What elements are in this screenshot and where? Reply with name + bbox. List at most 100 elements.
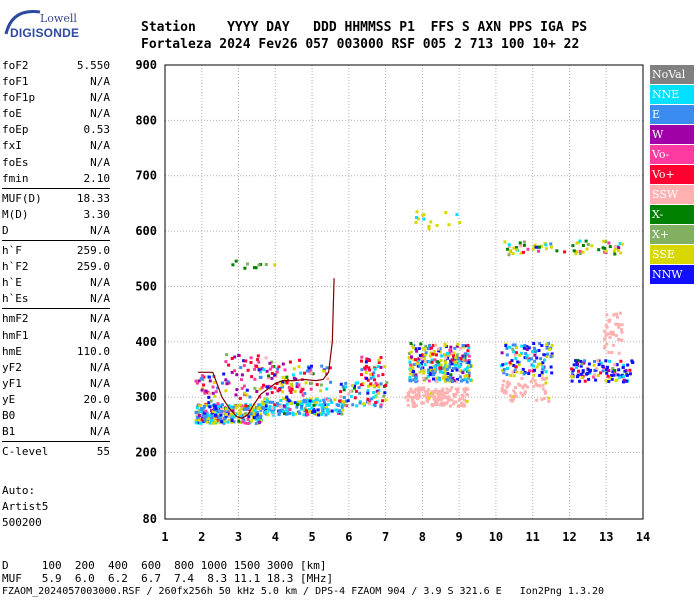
echo-point <box>515 370 519 374</box>
param-row: B0 N/A <box>2 408 110 424</box>
echo-point <box>583 379 587 383</box>
echo-point <box>206 417 210 421</box>
echo-point <box>579 359 583 363</box>
echo-point <box>307 366 311 370</box>
echo-point <box>620 242 624 246</box>
echo-point <box>297 383 301 387</box>
echo-point <box>255 414 259 418</box>
echo-point <box>533 359 537 363</box>
echo-point <box>214 419 218 423</box>
param-label: foF1 <box>2 75 29 89</box>
echo-point <box>275 370 279 374</box>
echo-point <box>342 396 346 399</box>
echo-point <box>413 390 417 393</box>
echo-point <box>501 383 505 387</box>
echo-point <box>613 371 617 374</box>
echo-point <box>590 244 594 248</box>
echo-point <box>242 418 246 422</box>
echo-point <box>409 379 413 383</box>
echo-point <box>446 351 449 355</box>
echo-point <box>282 404 286 408</box>
echo-point <box>508 382 512 386</box>
echo-point <box>604 249 608 253</box>
echo-point <box>270 391 274 395</box>
echo-point <box>602 239 606 243</box>
echo-point <box>374 381 378 385</box>
echo-point <box>216 408 220 412</box>
echo-point <box>340 405 344 409</box>
echo-point <box>549 355 553 359</box>
echo-point <box>467 371 471 375</box>
echo-point <box>370 372 374 376</box>
profile-trace <box>198 278 335 419</box>
echo-point <box>448 375 452 379</box>
echo-point <box>444 375 448 379</box>
echo-point <box>280 383 284 387</box>
echo-point <box>426 360 430 363</box>
echo-point <box>607 332 611 336</box>
echo-point <box>312 399 316 403</box>
echo-point <box>617 351 621 355</box>
echo-point <box>580 376 584 379</box>
echo-point <box>264 263 268 266</box>
param-label: h`F <box>2 244 22 258</box>
echo-point <box>250 375 254 379</box>
echo-point <box>325 366 329 370</box>
param-row: D N/A <box>2 223 110 239</box>
x-tick-label: 14 <box>636 530 650 544</box>
chart-grid <box>165 65 643 519</box>
echo-point <box>608 376 612 380</box>
echo-point <box>295 385 299 388</box>
auto-label: Auto: <box>2 484 36 497</box>
echo-point <box>603 329 607 333</box>
echo-point <box>613 252 617 256</box>
echo-point <box>628 372 632 376</box>
echo-point <box>308 399 312 403</box>
echo-point <box>611 370 615 374</box>
echo-point <box>537 349 541 352</box>
echo-point <box>436 398 440 401</box>
echo-point <box>213 417 217 421</box>
echo-point <box>355 389 358 393</box>
echo-point <box>258 375 262 379</box>
echo-point <box>512 364 516 367</box>
echo-point <box>533 346 536 350</box>
echo-point <box>229 407 233 411</box>
echo-point <box>461 404 465 408</box>
echo-point <box>360 373 363 377</box>
echo-point <box>252 416 256 419</box>
echo-point <box>410 398 414 402</box>
echo-point <box>418 354 422 357</box>
echo-point <box>429 394 433 398</box>
y-tick-label: 400 <box>135 335 157 349</box>
echo-point <box>516 360 520 364</box>
echo-point <box>628 368 632 372</box>
echo-point <box>315 398 319 402</box>
echo-point <box>262 402 265 406</box>
param-label: hmF2 <box>2 312 29 326</box>
echo-point <box>351 403 355 407</box>
echo-point <box>200 377 204 381</box>
echo-point <box>500 368 504 372</box>
echo-point <box>579 364 583 368</box>
echo-point <box>194 419 198 423</box>
echo-point <box>252 412 256 416</box>
echo-point <box>430 403 434 407</box>
param-label: yF1 <box>2 376 22 390</box>
param-label: fmin <box>2 171 29 185</box>
echo-points <box>194 210 635 426</box>
echo-point <box>412 373 416 377</box>
echo-point <box>234 406 238 410</box>
echo-point <box>356 381 359 385</box>
echo-point <box>416 364 420 368</box>
echo-point <box>257 413 261 417</box>
echo-point <box>268 405 272 408</box>
echo-point <box>339 390 343 394</box>
echo-point <box>230 357 234 360</box>
echo-point <box>540 376 544 380</box>
y-tick-labels: 80 200 300 400 500 600 700 800 900 <box>135 58 157 526</box>
echo-point <box>344 381 348 385</box>
x-tick-label: 10 <box>489 530 503 544</box>
echo-point <box>220 420 224 424</box>
echo-point <box>625 373 629 377</box>
